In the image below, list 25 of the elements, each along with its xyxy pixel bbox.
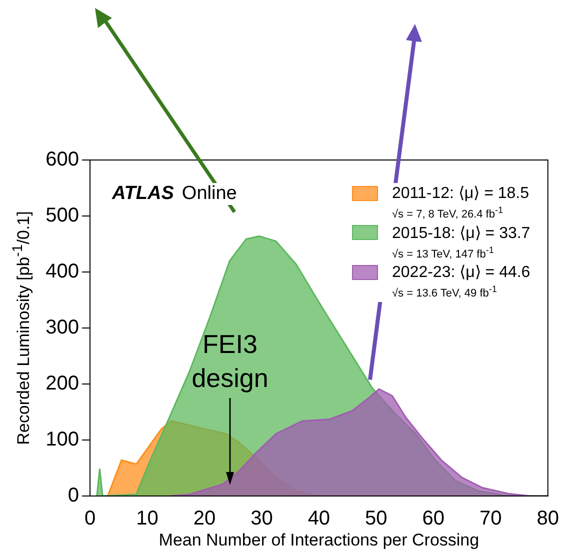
- y-tick-label: 200: [46, 372, 79, 395]
- x-tick-label: 70: [480, 508, 502, 530]
- x-tick-label: 30: [250, 508, 273, 530]
- annotation: √s = 13.6 TeV, 49 fb$^{-1}$: [392, 284, 498, 300]
- x-tick-label: 40: [308, 508, 330, 530]
- y-tick-label: 0: [68, 484, 79, 507]
- annotation: ATLAS Online: [112, 183, 237, 204]
- y-tick-label: 400: [46, 260, 79, 283]
- legend-label: 2011-12: ⟨μ⟩ = 18.5: [392, 184, 530, 203]
- annotation: √s = 7, 8 TeV, 26.4 fb$^{-1}$: [392, 205, 504, 221]
- legend-label: 2022-23: ⟨μ⟩ = 44.6: [392, 263, 530, 282]
- x-tick-label: 80: [536, 508, 559, 530]
- x-tick-label: 60: [422, 508, 445, 530]
- annotation: √s = 13 TeV, 147 fb$^{-1}$: [392, 244, 495, 260]
- x-tick-label: 20: [193, 508, 216, 530]
- legend-label: 2015-18: ⟨μ⟩ = 33.7: [392, 224, 530, 243]
- x-tick-label: 0: [84, 508, 96, 530]
- x-tick-label: 10: [136, 508, 158, 530]
- y-tick-label: 100: [46, 428, 79, 451]
- y-tick-label: 300: [46, 316, 79, 339]
- x-tick-label: 50: [365, 508, 388, 530]
- annotation: FEI3 design: [190, 328, 270, 395]
- y-tick-label: 500: [46, 204, 79, 227]
- x-axis-title: Mean Number of Interactions per Crossing: [158, 530, 480, 550]
- y-tick-label: 600: [46, 148, 79, 171]
